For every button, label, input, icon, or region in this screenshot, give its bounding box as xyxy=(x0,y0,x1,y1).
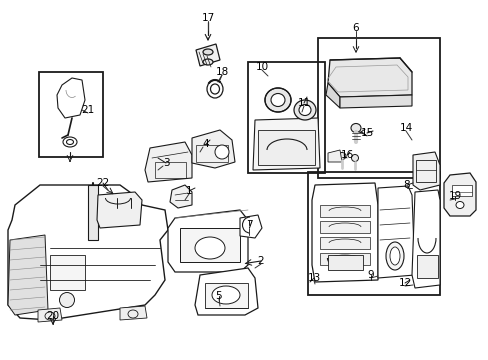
Polygon shape xyxy=(196,44,220,66)
Bar xyxy=(155,162,185,178)
Bar xyxy=(317,38,439,178)
Polygon shape xyxy=(412,152,439,190)
Polygon shape xyxy=(325,83,339,108)
Polygon shape xyxy=(170,185,192,208)
Bar xyxy=(319,221,369,233)
Text: 12: 12 xyxy=(398,278,411,288)
Text: 7: 7 xyxy=(245,220,252,230)
Text: 19: 19 xyxy=(447,191,461,201)
Polygon shape xyxy=(327,58,411,97)
Text: 15: 15 xyxy=(360,128,373,138)
Text: 16: 16 xyxy=(340,150,353,160)
Ellipse shape xyxy=(455,202,463,208)
Ellipse shape xyxy=(389,247,399,265)
Bar xyxy=(39,72,103,157)
Ellipse shape xyxy=(215,145,228,159)
Polygon shape xyxy=(192,130,235,168)
Ellipse shape xyxy=(212,286,240,304)
Text: 14: 14 xyxy=(399,123,412,133)
Polygon shape xyxy=(411,190,439,288)
Ellipse shape xyxy=(351,154,358,162)
Bar xyxy=(204,283,247,308)
Ellipse shape xyxy=(264,88,290,112)
Bar xyxy=(415,160,435,182)
Polygon shape xyxy=(195,268,258,315)
Ellipse shape xyxy=(350,123,360,132)
Ellipse shape xyxy=(203,49,213,55)
Text: 21: 21 xyxy=(81,105,95,115)
Text: 5: 5 xyxy=(215,291,222,301)
Polygon shape xyxy=(8,235,48,315)
Polygon shape xyxy=(443,173,475,216)
Ellipse shape xyxy=(203,59,213,65)
Text: 8: 8 xyxy=(403,180,409,190)
Ellipse shape xyxy=(60,292,74,307)
Bar xyxy=(180,228,240,262)
Polygon shape xyxy=(145,142,192,182)
Ellipse shape xyxy=(117,191,131,205)
Text: 3: 3 xyxy=(163,158,169,168)
Bar xyxy=(258,130,314,165)
Text: 10: 10 xyxy=(255,62,268,72)
Polygon shape xyxy=(120,306,147,320)
Polygon shape xyxy=(97,192,142,228)
Ellipse shape xyxy=(195,237,224,259)
Ellipse shape xyxy=(210,84,219,94)
Bar xyxy=(196,145,227,162)
Polygon shape xyxy=(240,215,262,238)
Bar xyxy=(319,205,369,217)
Polygon shape xyxy=(57,78,85,118)
Ellipse shape xyxy=(120,194,128,202)
Bar xyxy=(416,255,437,278)
Bar xyxy=(88,185,98,240)
Polygon shape xyxy=(252,118,319,170)
Text: 11: 11 xyxy=(297,98,310,108)
Bar xyxy=(319,253,369,265)
Text: 4: 4 xyxy=(202,139,209,149)
Polygon shape xyxy=(38,308,62,322)
Text: 17: 17 xyxy=(201,13,214,23)
Polygon shape xyxy=(377,186,414,278)
Text: 1: 1 xyxy=(185,186,192,196)
Polygon shape xyxy=(168,210,247,272)
Text: 9: 9 xyxy=(367,270,373,280)
Ellipse shape xyxy=(298,104,310,116)
Polygon shape xyxy=(339,95,411,108)
Text: 2: 2 xyxy=(257,256,264,266)
Polygon shape xyxy=(327,150,341,162)
Ellipse shape xyxy=(293,100,315,120)
Bar xyxy=(327,255,362,270)
Bar xyxy=(451,185,471,196)
Bar xyxy=(319,237,369,249)
Text: 20: 20 xyxy=(46,311,60,321)
Text: 13: 13 xyxy=(307,273,320,283)
Text: 22: 22 xyxy=(96,178,109,188)
Ellipse shape xyxy=(270,94,285,107)
Polygon shape xyxy=(8,185,168,320)
Bar xyxy=(307,172,439,295)
Ellipse shape xyxy=(337,153,346,159)
Ellipse shape xyxy=(385,242,403,270)
Text: 18: 18 xyxy=(215,67,228,77)
Polygon shape xyxy=(311,183,377,282)
Bar xyxy=(50,255,85,290)
Text: 6: 6 xyxy=(352,23,359,33)
Bar xyxy=(247,62,325,173)
